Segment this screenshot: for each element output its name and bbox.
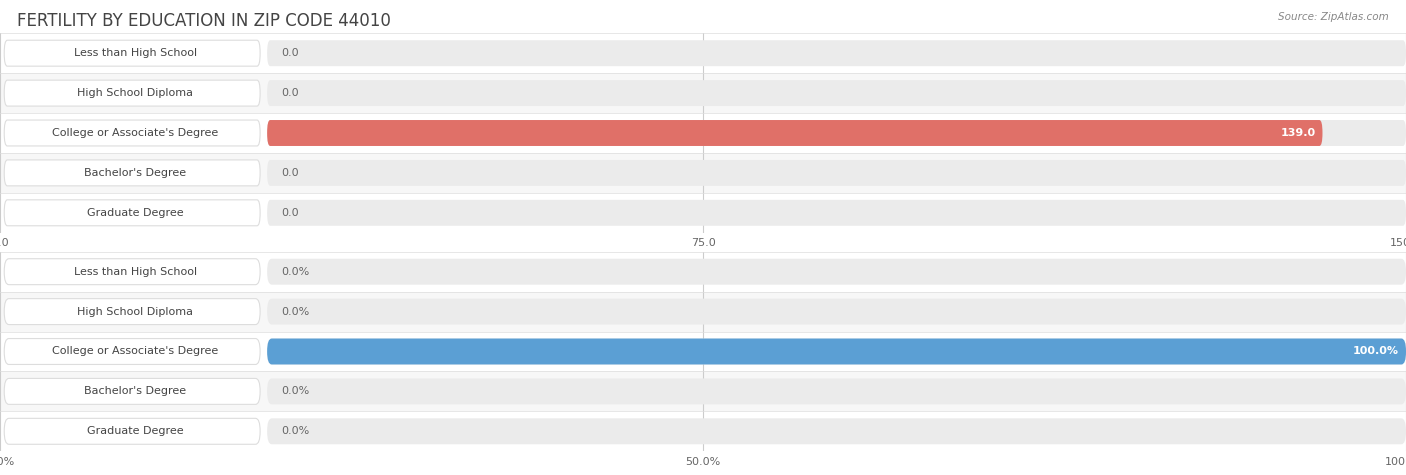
FancyBboxPatch shape bbox=[4, 379, 260, 404]
Text: Graduate Degree: Graduate Degree bbox=[87, 208, 184, 218]
FancyBboxPatch shape bbox=[4, 418, 260, 444]
FancyBboxPatch shape bbox=[267, 40, 1406, 66]
Text: 0.0: 0.0 bbox=[281, 168, 299, 178]
FancyBboxPatch shape bbox=[4, 339, 260, 364]
FancyBboxPatch shape bbox=[267, 120, 1406, 146]
FancyBboxPatch shape bbox=[267, 160, 1406, 186]
FancyBboxPatch shape bbox=[267, 418, 1406, 444]
FancyBboxPatch shape bbox=[267, 259, 1406, 285]
Bar bbox=[0, 371, 1406, 411]
Text: 139.0: 139.0 bbox=[1281, 128, 1316, 138]
Text: Less than High School: Less than High School bbox=[73, 48, 197, 58]
FancyBboxPatch shape bbox=[267, 299, 1406, 324]
Text: High School Diploma: High School Diploma bbox=[77, 306, 193, 317]
Bar bbox=[0, 33, 1406, 73]
FancyBboxPatch shape bbox=[4, 160, 260, 186]
Text: 100.0%: 100.0% bbox=[1353, 346, 1399, 357]
FancyBboxPatch shape bbox=[4, 80, 260, 106]
Text: 0.0: 0.0 bbox=[281, 88, 299, 98]
Text: 0.0%: 0.0% bbox=[281, 386, 309, 397]
FancyBboxPatch shape bbox=[267, 80, 1406, 106]
FancyBboxPatch shape bbox=[4, 200, 260, 226]
Bar bbox=[0, 153, 1406, 193]
Text: Bachelor's Degree: Bachelor's Degree bbox=[84, 386, 187, 397]
Text: Graduate Degree: Graduate Degree bbox=[87, 426, 184, 437]
FancyBboxPatch shape bbox=[267, 339, 1406, 364]
Text: 0.0%: 0.0% bbox=[281, 266, 309, 277]
FancyBboxPatch shape bbox=[267, 200, 1406, 226]
Text: 0.0%: 0.0% bbox=[281, 426, 309, 437]
FancyBboxPatch shape bbox=[4, 259, 260, 285]
Bar bbox=[0, 193, 1406, 233]
Bar bbox=[0, 292, 1406, 332]
Bar bbox=[0, 73, 1406, 113]
FancyBboxPatch shape bbox=[4, 120, 260, 146]
Text: 0.0%: 0.0% bbox=[281, 306, 309, 317]
Text: 0.0: 0.0 bbox=[281, 48, 299, 58]
Text: FERTILITY BY EDUCATION IN ZIP CODE 44010: FERTILITY BY EDUCATION IN ZIP CODE 44010 bbox=[17, 12, 391, 30]
Text: College or Associate's Degree: College or Associate's Degree bbox=[52, 128, 218, 138]
FancyBboxPatch shape bbox=[4, 299, 260, 324]
FancyBboxPatch shape bbox=[4, 40, 260, 66]
Bar bbox=[0, 332, 1406, 371]
Text: 0.0: 0.0 bbox=[281, 208, 299, 218]
Text: High School Diploma: High School Diploma bbox=[77, 88, 193, 98]
Text: Bachelor's Degree: Bachelor's Degree bbox=[84, 168, 187, 178]
Bar bbox=[0, 113, 1406, 153]
FancyBboxPatch shape bbox=[267, 339, 1406, 364]
FancyBboxPatch shape bbox=[267, 379, 1406, 404]
Bar bbox=[0, 252, 1406, 292]
Text: Source: ZipAtlas.com: Source: ZipAtlas.com bbox=[1278, 12, 1389, 22]
FancyBboxPatch shape bbox=[267, 120, 1323, 146]
Bar bbox=[0, 411, 1406, 451]
Text: Less than High School: Less than High School bbox=[73, 266, 197, 277]
Text: College or Associate's Degree: College or Associate's Degree bbox=[52, 346, 218, 357]
